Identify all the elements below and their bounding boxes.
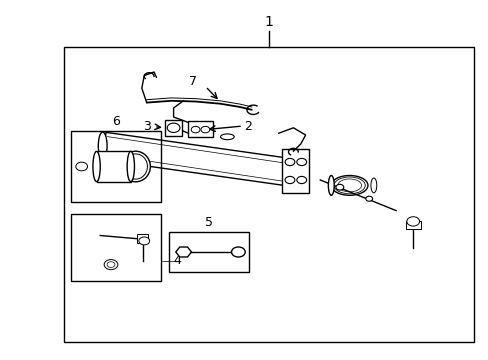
- Ellipse shape: [93, 152, 100, 182]
- Circle shape: [365, 196, 372, 201]
- Bar: [188, 121, 212, 137]
- Circle shape: [167, 123, 180, 132]
- Ellipse shape: [333, 177, 365, 194]
- Circle shape: [76, 162, 87, 171]
- Bar: [71, 214, 161, 281]
- Text: 5: 5: [204, 216, 213, 229]
- Bar: [137, 234, 147, 243]
- Circle shape: [107, 262, 115, 267]
- Text: 4: 4: [173, 255, 181, 267]
- Ellipse shape: [331, 176, 367, 195]
- Bar: [164, 120, 182, 136]
- Circle shape: [191, 126, 200, 133]
- Bar: [63, 47, 473, 342]
- Text: 1: 1: [264, 15, 273, 29]
- Bar: [96, 152, 130, 182]
- Bar: [71, 131, 161, 202]
- Ellipse shape: [121, 151, 150, 182]
- Text: 7: 7: [189, 75, 197, 87]
- Circle shape: [231, 247, 244, 257]
- Text: 3: 3: [142, 120, 150, 133]
- Ellipse shape: [124, 154, 147, 179]
- Ellipse shape: [370, 178, 376, 193]
- Bar: [282, 149, 309, 193]
- Circle shape: [285, 158, 294, 166]
- Circle shape: [296, 176, 306, 184]
- Circle shape: [139, 237, 149, 245]
- Circle shape: [296, 158, 306, 166]
- Ellipse shape: [127, 152, 134, 182]
- Bar: [168, 232, 249, 272]
- Circle shape: [285, 176, 294, 184]
- Circle shape: [335, 184, 343, 190]
- Bar: [405, 221, 420, 229]
- Circle shape: [104, 260, 118, 270]
- Circle shape: [201, 126, 209, 133]
- Ellipse shape: [337, 179, 361, 192]
- Text: 6: 6: [112, 115, 120, 128]
- Circle shape: [406, 217, 419, 226]
- Text: 2: 2: [244, 120, 252, 132]
- Ellipse shape: [98, 132, 107, 159]
- Ellipse shape: [220, 134, 234, 140]
- Ellipse shape: [327, 176, 334, 195]
